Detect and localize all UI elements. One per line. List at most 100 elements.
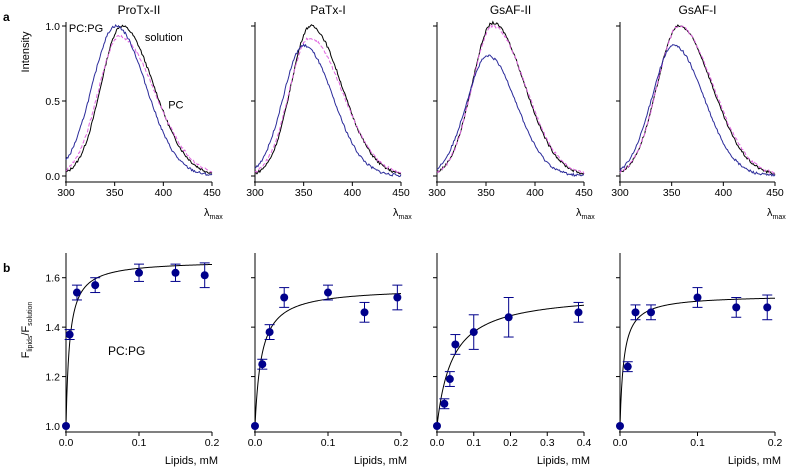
y-tick-label: 1.2: [45, 372, 60, 384]
panel-title: ProTx-II: [118, 3, 161, 17]
fit-curve: [254, 293, 402, 427]
data-point: [324, 288, 332, 297]
x-axis-label-sub: max: [773, 214, 787, 221]
row-b-ylabel: Flipids/Fsolution: [20, 302, 34, 359]
data-point: [72, 288, 81, 297]
x-axis-label: Lipids, mM: [354, 455, 407, 467]
x-axis-label: λmax: [204, 207, 223, 221]
x-tick-label: 0.4: [577, 437, 592, 449]
x-tick-label: 400: [155, 187, 173, 199]
row-b-ylabel-sub1: lipids: [27, 335, 34, 351]
x-tick-label: 350: [295, 187, 313, 199]
data-point: [200, 271, 209, 280]
x-tick-label: 0.1: [321, 437, 336, 449]
spectra-panel-3: GsAF-II 300 350 400 450 λmax: [428, 3, 595, 221]
x-tick-label: 350: [477, 187, 495, 199]
x-tick-label: 400: [526, 187, 544, 199]
row-a-ylabel: Intensity: [20, 31, 32, 72]
spectrum-line-solution: [254, 24, 402, 175]
data-point: [623, 362, 632, 371]
spectra-panel-2: PaTx-I 300 350 400 450 λmax: [246, 3, 412, 221]
spectrum-line-pc: [254, 36, 402, 174]
panel-title: PaTx-I: [310, 3, 345, 17]
data-point: [693, 293, 702, 302]
panel-b-label: b: [3, 261, 10, 275]
spectrum-line-pcpg: [619, 44, 776, 177]
data-point: [135, 268, 143, 277]
y-tick-label: 1.0: [45, 21, 60, 33]
spectrum-line-pc: [436, 24, 585, 174]
panel-a-label: a: [3, 10, 10, 24]
data-point: [433, 422, 441, 430]
panel-title: GsAF-I: [679, 3, 717, 17]
data-point: [763, 303, 772, 312]
x-tick-label: 0.1: [132, 437, 147, 449]
x-tick-label: 300: [611, 187, 629, 199]
data-point: [171, 268, 180, 277]
fit-curve: [619, 297, 776, 427]
data-point: [360, 308, 369, 317]
y-tick-label: 1.6: [45, 273, 60, 285]
data-point: [574, 308, 583, 317]
x-axis-label: Lipids, mM: [728, 455, 781, 467]
spectrum-line-solution: [436, 20, 585, 175]
x-tick-label: 0.0: [59, 437, 74, 449]
spectrum-line-pc: [65, 34, 213, 173]
binding-panel-1: 0.0 0.1 0.2 1.0 1.2 1.4 1.6 Lipids, mM PC:PG: [45, 253, 219, 467]
x-axis-label: λmax: [767, 207, 786, 221]
data-point: [504, 313, 513, 322]
x-tick-label: 450: [575, 187, 593, 199]
binding-panel-2: 0.0 0.1 0.2 Lipids, mM: [248, 253, 409, 467]
x-axis-label: λmax: [393, 207, 412, 221]
spectrum-line-pcpg: [254, 43, 402, 178]
spectrum-line-pcpg: [65, 23, 213, 176]
data-point: [258, 360, 267, 369]
spectrum-line-solution: [65, 24, 213, 175]
data-point: [732, 303, 741, 312]
spectra-panel-1: ProTx-II 300 350 400 450 0.0 0.5 1.0 λmax PC:PG so…: [45, 3, 223, 221]
label-pc: PC: [168, 100, 183, 112]
x-tick-label: 300: [246, 187, 264, 199]
data-point: [280, 293, 289, 302]
x-tick-label: 450: [392, 187, 410, 199]
x-tick-label: 450: [203, 187, 221, 199]
panel-b-label-group: b: [3, 261, 10, 275]
data-point: [251, 422, 259, 430]
spectrum-line-pcpg: [436, 54, 585, 178]
x-tick-label: 400: [715, 187, 733, 199]
panel-title: GsAF-II: [490, 3, 531, 17]
row-b-ylabel-main: F: [20, 351, 32, 358]
label-pcpg: PC:PG: [69, 23, 103, 35]
data-point: [393, 293, 402, 302]
x-axis-label: Lipids, mM: [165, 455, 218, 467]
data-point: [631, 308, 640, 317]
y-tick-label: 0.0: [45, 171, 60, 183]
data-point: [62, 422, 70, 430]
x-tick-label: 300: [428, 187, 446, 199]
row-b-ylabel-sep: /F: [20, 326, 32, 336]
spectra-panel-4: GsAF-I 300 350 400 450 λmax: [611, 3, 786, 221]
row-b-ylabel-sub2: solution: [27, 302, 34, 326]
data-point: [91, 281, 100, 290]
x-tick-label: 0.1: [690, 437, 705, 449]
x-tick-label: 0.0: [430, 437, 445, 449]
x-tick-label: 0.2: [394, 437, 409, 449]
data-point: [265, 328, 274, 337]
x-tick-label: 0.2: [205, 437, 220, 449]
y-tick-label: 1.4: [45, 322, 60, 334]
x-axis-label: λmax: [576, 207, 595, 221]
x-tick-label: 350: [106, 187, 124, 199]
data-point: [647, 308, 655, 317]
x-axis-label: Lipids, mM: [537, 455, 590, 467]
binding-panel-4: 0.0 0.1 0.2 Lipids, mM: [613, 253, 783, 467]
data-point: [65, 330, 74, 339]
x-tick-label: 300: [57, 187, 75, 199]
panel-a-label-group: a: [3, 10, 10, 24]
x-tick-label: 0.3: [540, 437, 555, 449]
data-point: [440, 399, 449, 408]
x-axis-label-sub: max: [210, 214, 224, 221]
x-tick-label: 0.2: [768, 437, 783, 449]
data-point: [469, 328, 478, 337]
spectra-panels: ProTx-II 300 350 400 450 0.0 0.5 1.0 λmax PC:PG so…: [45, 3, 786, 221]
